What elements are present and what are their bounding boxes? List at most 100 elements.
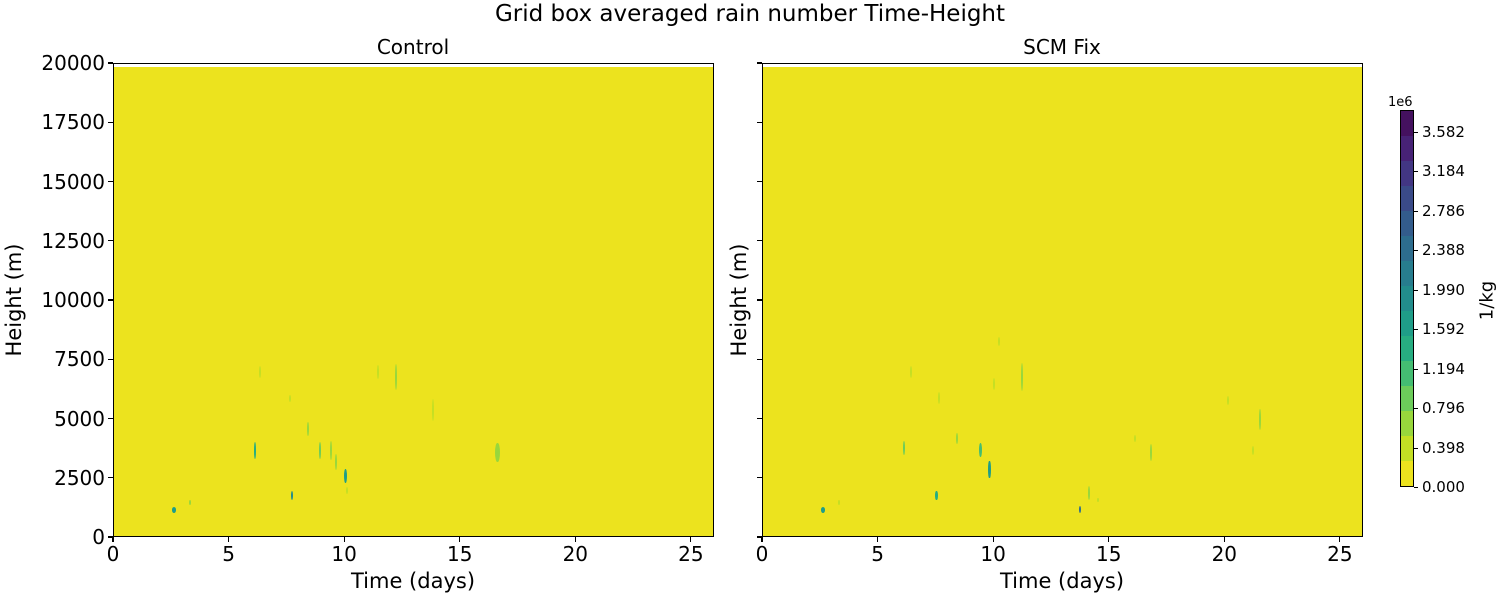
- rain-feature: [997, 336, 1000, 347]
- rain-feature: [903, 440, 905, 456]
- x-tick-label: 25: [678, 542, 704, 566]
- y-axis-label-scm-fix: Height (m): [727, 243, 751, 357]
- empty-top-region: [763, 64, 1362, 67]
- x-tick-mark: [343, 537, 345, 542]
- x-axis-label-scm-fix: Time (days): [999, 569, 1125, 593]
- colorbar-tick-label: 0.796: [1422, 399, 1465, 418]
- y-tick-label: 10000: [41, 288, 105, 312]
- colorbar-tick-label: 1.592: [1422, 320, 1465, 339]
- colorbar-tick-mark: [1414, 447, 1418, 449]
- y-tick-mark: [757, 477, 762, 479]
- x-tick-label: 10: [331, 542, 357, 566]
- colorbar-tick-mark: [1414, 131, 1418, 133]
- x-tick-mark: [1223, 537, 1225, 542]
- y-tick-label: 5000: [54, 406, 105, 431]
- x-tick-mark: [574, 537, 576, 542]
- rain-feature: [343, 469, 347, 484]
- rain-feature: [253, 442, 257, 459]
- rain-feature: [1258, 408, 1262, 431]
- rain-feature: [171, 506, 177, 513]
- y-tick-label: 20000: [41, 51, 105, 75]
- rain-feature: [395, 363, 397, 390]
- colorbar-label: 1/kg: [1476, 280, 1498, 321]
- y-tick-mark: [757, 417, 762, 420]
- y-tick-mark: [757, 62, 762, 64]
- colorbar-tick-mark: [1414, 408, 1418, 410]
- rain-feature: [909, 366, 912, 379]
- x-tick-mark: [876, 537, 879, 542]
- y-tick-label: 12500: [41, 228, 105, 253]
- y-tick-mark: [108, 299, 113, 301]
- rain-feature: [258, 366, 261, 379]
- y-tick-mark: [108, 536, 113, 538]
- x-tick-mark: [992, 537, 994, 542]
- figure-title: Grid box averaged rain number Time-Heigh…: [494, 1, 1006, 27]
- x-tick-label: 0: [106, 542, 120, 566]
- y-tick-mark: [757, 358, 762, 360]
- colorbar-tick-mark: [1414, 289, 1418, 291]
- x-tick-label: 0: [755, 542, 769, 566]
- colorbar-segment: [1401, 136, 1413, 161]
- x-tick-mark: [1108, 537, 1110, 542]
- rain-feature: [935, 490, 938, 501]
- colorbar-tick-mark: [1414, 368, 1418, 370]
- rain-feature: [1087, 485, 1091, 501]
- x-tick-mark: [227, 537, 230, 542]
- x-tick-mark: [690, 537, 692, 542]
- y-tick-mark: [757, 536, 762, 538]
- y-tick-mark: [108, 240, 113, 242]
- x-tick-label: 10: [980, 542, 1006, 566]
- rain-feature: [307, 421, 310, 437]
- rain-feature: [189, 500, 192, 505]
- colorbar-tick-label: 2.388: [1422, 241, 1465, 260]
- rain-feature: [495, 443, 500, 463]
- heatmap-axes-scm-fix: [762, 63, 1363, 537]
- x-tick-label: 25: [1327, 542, 1353, 566]
- y-tick-mark: [108, 477, 113, 479]
- rain-feature: [1020, 362, 1023, 392]
- y-tick-mark: [757, 240, 762, 242]
- x-tick-label: 15: [446, 542, 473, 566]
- colorbar-tick-label: 0.000: [1422, 478, 1465, 496]
- y-tick-mark: [757, 180, 762, 183]
- colorbar-tick-label: 1.194: [1422, 359, 1465, 378]
- y-tick-mark: [108, 417, 113, 420]
- rain-feature: [1097, 497, 1100, 503]
- x-tick-label: 5: [871, 542, 884, 566]
- y-tick-mark: [757, 121, 762, 123]
- colorbar-segment: [1401, 361, 1413, 386]
- colorbar-tick-label: 1.990: [1422, 280, 1465, 299]
- y-tick-label: 17500: [41, 110, 105, 135]
- panel-title-control: Control: [376, 35, 450, 59]
- colorbar-tick-mark: [1414, 210, 1418, 212]
- y-tick-mark: [108, 121, 113, 123]
- colorbar-segment: [1401, 236, 1413, 261]
- x-tick-label: 20: [1211, 542, 1238, 566]
- colorbar-offset-text: 1e6: [1388, 95, 1413, 110]
- rain-feature: [993, 378, 996, 390]
- y-tick-mark: [757, 299, 762, 301]
- colorbar-segment: [1401, 211, 1413, 236]
- rain-feature: [956, 432, 959, 445]
- y-tick-label: 2500: [54, 465, 105, 490]
- rain-feature: [937, 392, 940, 405]
- panel-title-scm-fix: SCM Fix: [1023, 35, 1101, 59]
- x-tick-mark: [459, 537, 461, 542]
- rain-feature: [1078, 506, 1081, 514]
- rain-feature: [1150, 444, 1153, 461]
- colorbar-segment: [1401, 311, 1413, 336]
- x-axis-label-control: Time (days): [350, 569, 476, 593]
- x-tick-label: 5: [222, 542, 235, 566]
- x-tick-mark: [1339, 537, 1341, 542]
- colorbar-segment: [1401, 261, 1413, 286]
- rain-feature: [431, 399, 434, 421]
- colorbar-segment: [1401, 386, 1413, 411]
- colorbar-tick-mark: [1414, 250, 1418, 252]
- rain-feature: [978, 443, 982, 458]
- colorbar-segment: [1401, 161, 1413, 186]
- rain-feature: [346, 487, 349, 495]
- rain-feature: [1226, 395, 1229, 406]
- rain-feature: [1252, 445, 1255, 456]
- colorbar-tick-label: 3.582: [1422, 122, 1465, 141]
- rain-feature: [290, 490, 293, 501]
